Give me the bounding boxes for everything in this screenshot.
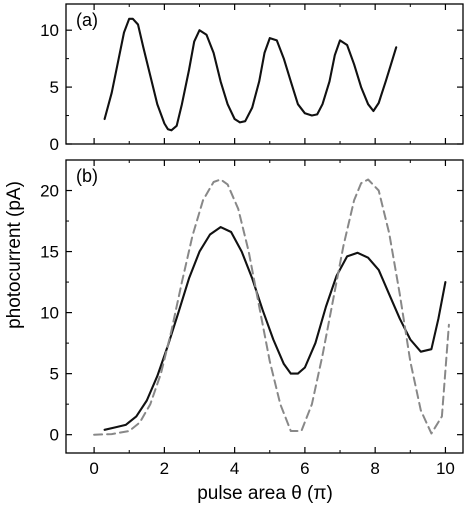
y-tick-label: 15 xyxy=(40,243,59,262)
y-tick-label: 10 xyxy=(40,304,59,323)
y-tick-label: 0 xyxy=(50,135,59,154)
x-tick-label: 2 xyxy=(160,459,169,478)
panel-b-ticks: 0 2 4 6 8 10 0 5 10 15 20 xyxy=(40,160,463,478)
x-tick-label: 8 xyxy=(370,459,379,478)
x-tick-label: 0 xyxy=(89,459,98,478)
x-axis-title: pulse area θ (π) xyxy=(197,483,333,504)
panel-a: (a) 0 5 10 xyxy=(40,3,464,154)
panel-a-series xyxy=(103,17,398,132)
panel-a-ticks: 0 5 10 xyxy=(40,4,463,154)
x-tick-label: 4 xyxy=(230,459,239,478)
y-tick-label: 5 xyxy=(50,365,59,384)
measured-series-line xyxy=(103,17,398,132)
y-tick-label: 5 xyxy=(50,78,59,97)
panel-b-series xyxy=(93,178,450,436)
panel-b-frame xyxy=(65,159,464,454)
panel-b: (b) 0 2 4 6 8 10 0 5 10 15 20 xyxy=(40,159,464,478)
panel-a-label: (a) xyxy=(76,10,98,30)
panel-b-label: (b) xyxy=(76,166,98,186)
x-tick-label: 6 xyxy=(300,459,309,478)
y-tick-label: 0 xyxy=(50,426,59,445)
y-tick-label: 10 xyxy=(40,21,59,40)
dashed-series-line xyxy=(93,178,450,436)
x-tick-label: 10 xyxy=(436,459,455,478)
y-tick-label: 20 xyxy=(40,182,59,201)
panel-a-frame xyxy=(65,3,464,145)
y-axis-title: photocurrent (pA) xyxy=(4,181,25,329)
